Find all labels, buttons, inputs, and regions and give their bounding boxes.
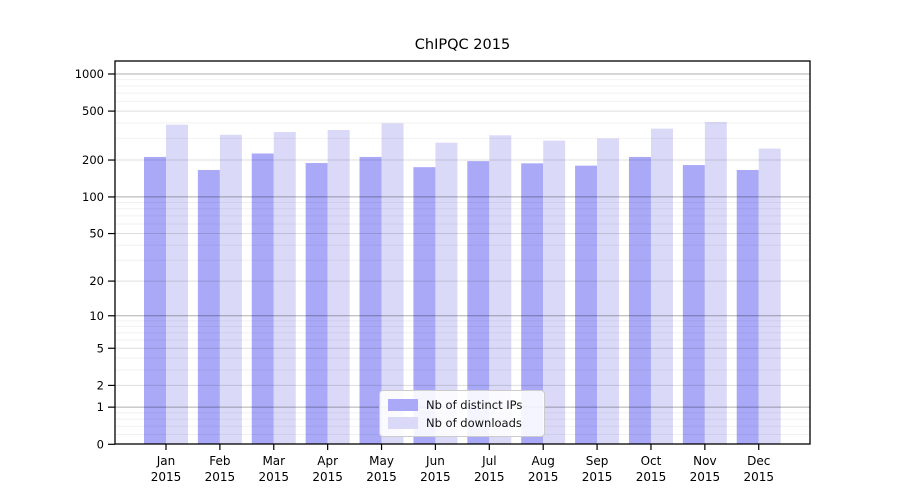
svg-text:2015: 2015 (258, 470, 289, 484)
svg-text:1: 1 (97, 400, 104, 414)
svg-text:Apr: Apr (317, 454, 338, 468)
svg-text:Jul: Jul (481, 454, 496, 468)
svg-text:Sep: Sep (586, 454, 609, 468)
svg-text:2015: 2015 (420, 470, 451, 484)
svg-text:1000: 1000 (75, 67, 104, 81)
svg-text:2015: 2015 (151, 470, 182, 484)
svg-text:2015: 2015 (474, 470, 505, 484)
svg-text:50: 50 (89, 227, 104, 241)
svg-text:Feb: Feb (209, 454, 230, 468)
legend-item-distinct-ips: Nb of distinct IPs (388, 398, 536, 412)
svg-text:2015: 2015 (690, 470, 721, 484)
svg-text:2015: 2015 (743, 470, 774, 484)
svg-text:500: 500 (82, 104, 104, 118)
svg-text:2015: 2015 (312, 470, 343, 484)
svg-text:10: 10 (89, 309, 104, 323)
svg-text:2015: 2015 (205, 470, 236, 484)
svg-text:2015: 2015 (528, 470, 559, 484)
svg-text:Mar: Mar (262, 454, 285, 468)
svg-text:May: May (369, 454, 394, 468)
svg-text:2015: 2015 (366, 470, 397, 484)
svg-text:Nov: Nov (693, 454, 716, 468)
svg-text:Dec: Dec (747, 454, 770, 468)
legend: Nb of distinct IPs Nb of downloads (379, 390, 545, 437)
svg-text:Aug: Aug (531, 454, 554, 468)
svg-text:Oct: Oct (641, 454, 662, 468)
legend-item-downloads: Nb of downloads (388, 416, 536, 430)
svg-text:0: 0 (97, 437, 104, 451)
chart-title: ChIPQC 2015 (414, 37, 511, 53)
svg-text:2015: 2015 (582, 470, 613, 484)
svg-text:Jun: Jun (425, 454, 445, 468)
legend-label-distinct-ips: Nb of distinct IPs (426, 397, 523, 412)
svg-text:Jan: Jan (156, 454, 176, 468)
legend-swatch-distinct-ips (388, 398, 418, 411)
svg-text:200: 200 (82, 153, 104, 167)
svg-text:5: 5 (97, 341, 104, 355)
svg-text:100: 100 (82, 190, 104, 204)
svg-text:2: 2 (97, 378, 104, 392)
legend-swatch-downloads (388, 416, 418, 429)
svg-text:20: 20 (89, 274, 104, 288)
svg-text:2015: 2015 (636, 470, 667, 484)
legend-label-downloads: Nb of downloads (426, 415, 522, 430)
